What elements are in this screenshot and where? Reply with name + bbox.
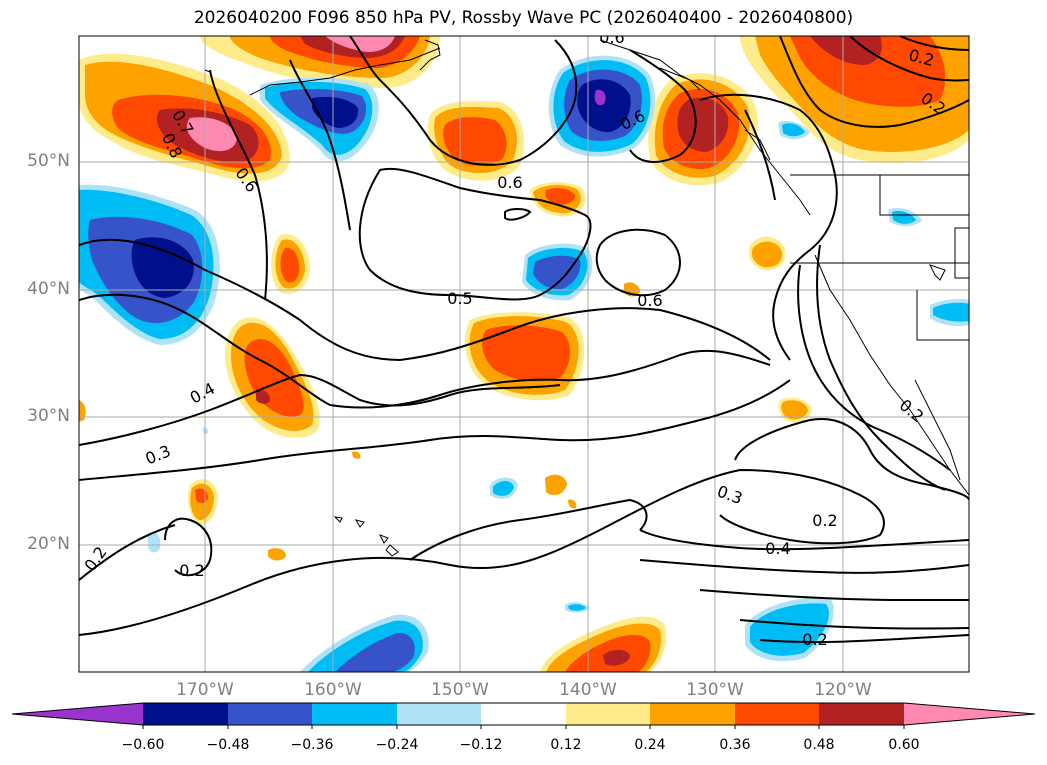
colorbar-bin	[312, 703, 397, 725]
positive-anomaly-central	[465, 312, 585, 401]
colorbar-tick-label: 0.24	[634, 737, 666, 753]
colorbar-bin	[397, 703, 481, 725]
lon-label: 140°W	[559, 680, 617, 700]
contour-label: 0.2	[812, 511, 837, 530]
lon-label: 170°W	[176, 680, 234, 700]
negative-anomaly-west	[79, 184, 220, 345]
colorbar-bin	[481, 703, 566, 725]
contour-label: 0.2	[802, 630, 827, 649]
map-title: 2026040200 F096 850 hPa PV, Rossby Wave …	[193, 8, 854, 28]
colorbar-bin	[143, 703, 228, 725]
colorbar-tick-label: −0.48	[206, 737, 250, 753]
colorbar-tick-label: 0.12	[550, 737, 582, 753]
positive-anomaly-west-mid	[271, 234, 310, 294]
pv-contours	[79, 36, 969, 644]
contour-label: 0.6	[637, 291, 662, 310]
colorbar-extend-low	[12, 703, 143, 725]
positive-anomaly-east-small	[748, 236, 812, 423]
contour-label: 0.2	[179, 561, 204, 580]
contour-label: 0.5	[447, 289, 472, 308]
negative-anomaly-mid	[522, 243, 593, 301]
positive-anomaly-top-right	[740, 36, 969, 164]
colorbar-bin	[566, 703, 650, 725]
colorbar-tick-label: 0.48	[803, 737, 835, 753]
colorbar-tick-label: −0.12	[459, 737, 503, 753]
lat-label: 50°N	[27, 151, 70, 171]
lat-label: 30°N	[27, 406, 70, 426]
positive-anomaly-north-top	[200, 36, 440, 88]
positive-anomaly-northwest	[79, 53, 290, 182]
colorbar-bin	[735, 703, 819, 725]
colorbar	[11, 702, 1036, 729]
positive-anomaly-central-north	[427, 101, 524, 181]
pv-map: 0.7 0.8 0.6 0.6 0.6 0.6 0.2 0.2 0.5 0.6 …	[78, 28, 970, 673]
negative-anomaly-south-west	[300, 614, 429, 672]
positive-anomaly-west-center	[225, 317, 320, 438]
colorbar-extend-high	[904, 703, 1035, 725]
lon-label: 130°W	[686, 680, 744, 700]
negative-anomaly-north-west	[260, 77, 379, 162]
positive-anomaly-south	[540, 616, 667, 672]
contour-label: 0.4	[765, 539, 790, 558]
plot-frame	[78, 35, 970, 673]
negative-anomaly-east-small	[148, 120, 969, 613]
colorbar-bin	[228, 703, 312, 725]
colorbar-tick-label: −0.60	[121, 737, 165, 753]
colorbar-tick-label: 0.60	[888, 737, 920, 753]
lon-label: 160°W	[304, 680, 362, 700]
lon-label: 120°W	[814, 680, 872, 700]
colorbar-tick-label: −0.24	[375, 737, 419, 753]
coastlines	[204, 39, 969, 557]
positive-anomaly-small-north	[530, 182, 586, 217]
contour-label: 0.6	[599, 28, 624, 47]
lon-label: 150°W	[431, 680, 489, 700]
colorbar-tick-label: 0.36	[719, 737, 751, 753]
colorbar-bin	[650, 703, 735, 725]
lat-label: 40°N	[27, 279, 70, 299]
contour-label: 0.6	[497, 173, 522, 192]
colorbar-bin	[819, 703, 904, 725]
colorbar-tick-label: −0.36	[290, 737, 334, 753]
lat-label: 20°N	[27, 534, 70, 554]
